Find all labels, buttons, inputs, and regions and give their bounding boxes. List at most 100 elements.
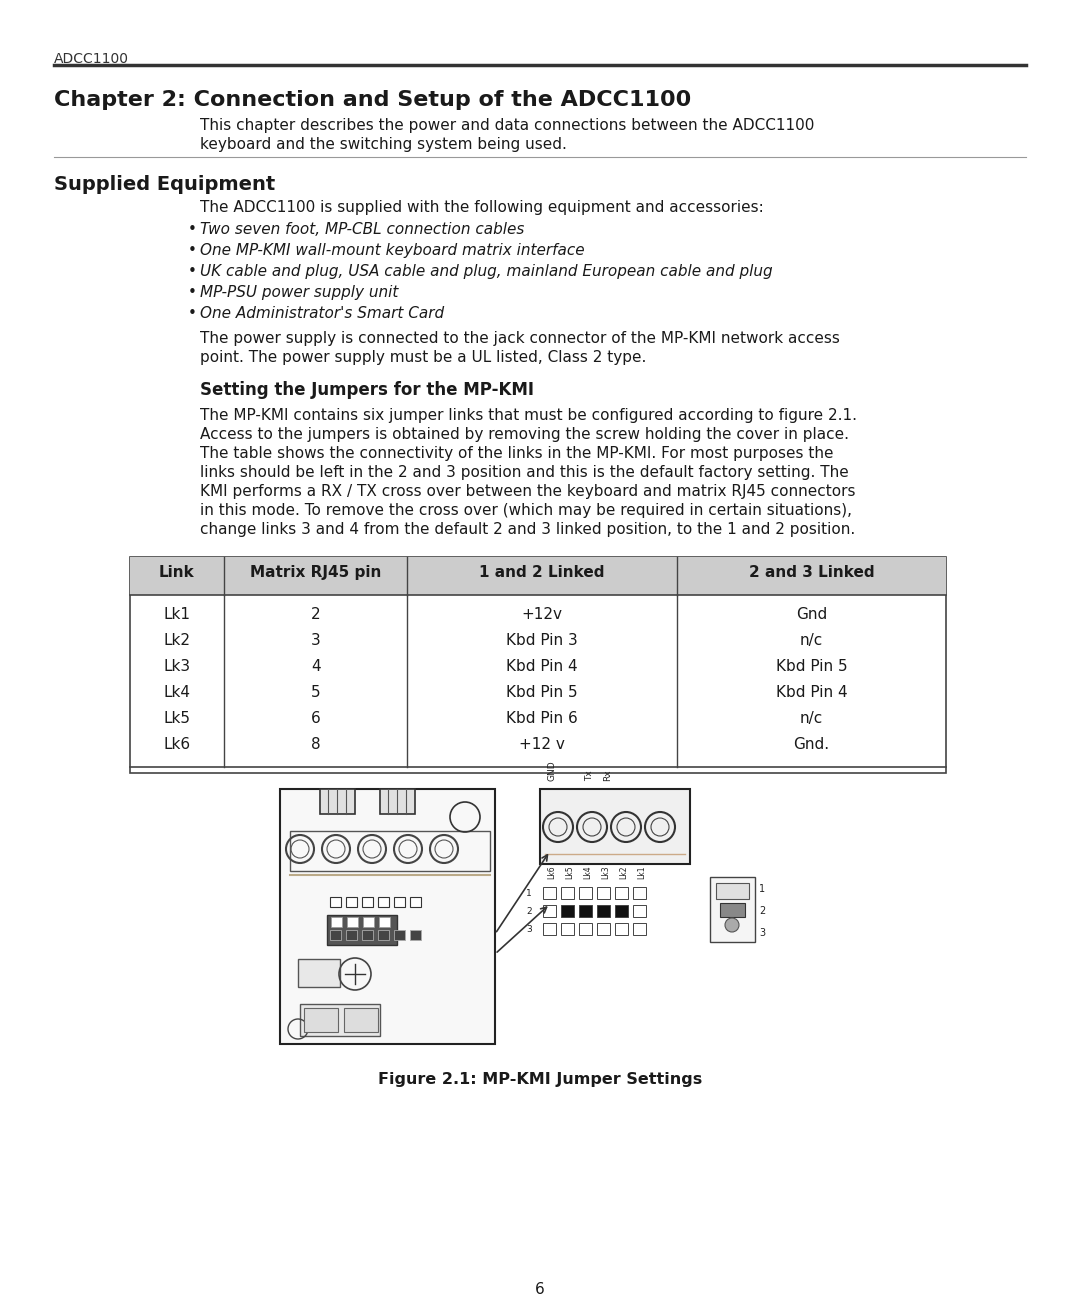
Bar: [327, 915, 397, 945]
Circle shape: [725, 918, 739, 932]
Text: point. The power supply must be a UL listed, Class 2 type.: point. The power supply must be a UL lis…: [200, 350, 646, 364]
Text: Kbd Pin 5: Kbd Pin 5: [775, 659, 847, 674]
Text: •: •: [188, 284, 197, 300]
Bar: [300, 1004, 380, 1036]
Bar: [394, 929, 405, 940]
Bar: [347, 916, 357, 927]
Text: •: •: [188, 243, 197, 258]
Text: Link: Link: [159, 565, 194, 579]
Text: in this mode. To remove the cross over (which may be required in certain situati: in this mode. To remove the cross over (…: [200, 503, 852, 518]
Bar: [633, 888, 646, 899]
Bar: [410, 897, 421, 907]
Bar: [298, 960, 340, 987]
Text: The power supply is connected to the jack connector of the MP-KMI network access: The power supply is connected to the jac…: [200, 330, 840, 346]
Text: Lk2: Lk2: [620, 865, 629, 878]
Text: n/c: n/c: [799, 711, 823, 726]
Bar: [330, 916, 342, 927]
Text: Setting the Jumpers for the MP-KMI: Setting the Jumpers for the MP-KMI: [200, 382, 534, 399]
Text: •: •: [188, 264, 197, 279]
Text: •: •: [188, 305, 197, 321]
Bar: [380, 789, 415, 814]
Bar: [130, 557, 946, 595]
Bar: [597, 905, 610, 916]
Bar: [579, 888, 592, 899]
Bar: [280, 789, 495, 1044]
Bar: [543, 888, 556, 899]
Text: 5: 5: [311, 686, 321, 700]
Text: change links 3 and 4 from the default 2 and 3 linked position, to the 1 and 2 po: change links 3 and 4 from the default 2 …: [200, 522, 855, 538]
Bar: [303, 1008, 338, 1032]
Text: n/c: n/c: [799, 633, 823, 648]
Text: •: •: [188, 222, 197, 237]
Bar: [330, 897, 341, 907]
Bar: [330, 929, 341, 940]
Text: 6: 6: [535, 1282, 545, 1297]
Bar: [633, 905, 646, 916]
Bar: [615, 888, 627, 899]
Bar: [597, 888, 610, 899]
Text: Kbd Pin 3: Kbd Pin 3: [507, 633, 578, 648]
Text: Rx: Rx: [604, 770, 612, 781]
Text: Gnd.: Gnd.: [794, 737, 829, 753]
Text: 2 and 3 Linked: 2 and 3 Linked: [748, 565, 874, 579]
Bar: [579, 905, 592, 916]
Text: 8: 8: [311, 737, 321, 753]
Text: UK cable and plug, USA cable and plug, mainland European cable and plug: UK cable and plug, USA cable and plug, m…: [200, 264, 772, 279]
Text: Lk6: Lk6: [163, 737, 190, 753]
Bar: [615, 905, 627, 916]
Text: Lk5: Lk5: [163, 711, 190, 726]
Bar: [579, 923, 592, 935]
Text: 2: 2: [526, 906, 532, 915]
Bar: [716, 884, 750, 899]
Bar: [130, 557, 946, 773]
Bar: [394, 897, 405, 907]
Text: MP-PSU power supply unit: MP-PSU power supply unit: [200, 284, 399, 300]
Bar: [362, 929, 373, 940]
Text: 2: 2: [311, 607, 321, 621]
Text: 3: 3: [526, 924, 532, 933]
Text: Kbd Pin 4: Kbd Pin 4: [775, 686, 847, 700]
Bar: [720, 903, 745, 916]
Bar: [345, 1008, 378, 1032]
Bar: [710, 877, 755, 943]
Bar: [363, 916, 374, 927]
Text: The ADCC1100 is supplied with the following equipment and accessories:: The ADCC1100 is supplied with the follow…: [200, 201, 764, 215]
Text: Lk2: Lk2: [163, 633, 190, 648]
Text: links should be left in the 2 and 3 position and this is the default factory set: links should be left in the 2 and 3 posi…: [200, 465, 849, 480]
Text: Lk4: Lk4: [583, 865, 593, 878]
Text: +12v: +12v: [522, 607, 563, 621]
Text: Lk3: Lk3: [602, 865, 610, 878]
Text: Access to the jumpers is obtained by removing the screw holding the cover in pla: Access to the jumpers is obtained by rem…: [200, 427, 849, 442]
Text: Matrix RJ45 pin: Matrix RJ45 pin: [249, 565, 381, 579]
Text: ADCC1100: ADCC1100: [54, 52, 129, 66]
Bar: [561, 905, 573, 916]
Text: Lk5: Lk5: [566, 865, 575, 878]
Bar: [378, 929, 389, 940]
Text: 1: 1: [759, 884, 765, 894]
Text: One Administrator's Smart Card: One Administrator's Smart Card: [200, 305, 444, 321]
Bar: [362, 897, 373, 907]
Bar: [320, 789, 355, 814]
Text: Tx: Tx: [585, 771, 594, 781]
Text: 4: 4: [311, 659, 321, 674]
Bar: [615, 923, 627, 935]
Text: Lk3: Lk3: [163, 659, 190, 674]
Text: 3: 3: [311, 633, 321, 648]
Text: +12 v: +12 v: [519, 737, 565, 753]
Text: 3: 3: [759, 928, 765, 937]
Text: 6: 6: [311, 711, 321, 726]
Bar: [633, 923, 646, 935]
Text: Gnd: Gnd: [796, 607, 827, 621]
Bar: [346, 929, 357, 940]
Text: 1: 1: [526, 889, 532, 898]
Text: Lk4: Lk4: [163, 686, 190, 700]
Bar: [543, 923, 556, 935]
Bar: [379, 916, 390, 927]
Text: 1 and 2 Linked: 1 and 2 Linked: [480, 565, 605, 579]
Bar: [543, 905, 556, 916]
Text: One MP-KMI wall-mount keyboard matrix interface: One MP-KMI wall-mount keyboard matrix in…: [200, 243, 584, 258]
Text: This chapter describes the power and data connections between the ADCC1100: This chapter describes the power and dat…: [200, 118, 814, 132]
Text: Lk6: Lk6: [548, 865, 556, 878]
Bar: [291, 831, 490, 871]
Text: The table shows the connectivity of the links in the MP-KMI. For most purposes t: The table shows the connectivity of the …: [200, 446, 834, 461]
